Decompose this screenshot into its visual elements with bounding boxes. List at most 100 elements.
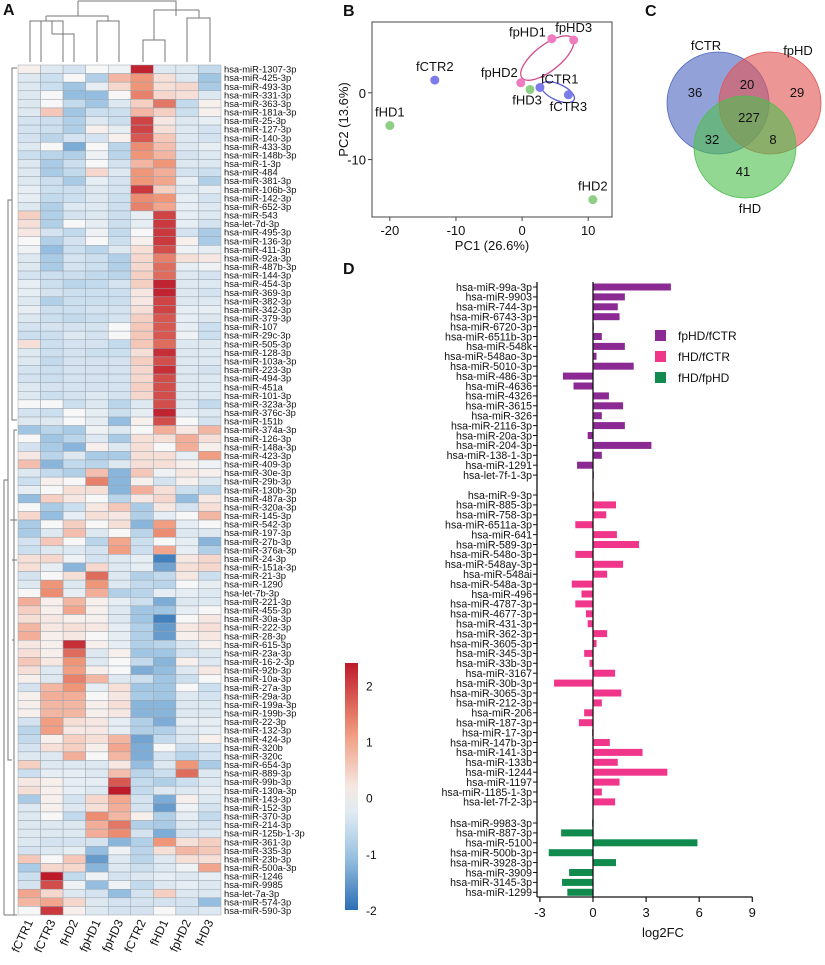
- bar: [593, 839, 698, 847]
- heatmap-cell: [40, 536, 64, 547]
- heatmap-cell: [85, 734, 109, 744]
- heatmap-cell: [17, 725, 41, 735]
- heatmap-cell: [107, 219, 132, 229]
- pca-point-label: fCTR1: [541, 71, 579, 86]
- heatmap-cell: [107, 116, 132, 126]
- heatmap-cell: [62, 159, 86, 169]
- heatmap-cell: [153, 562, 177, 572]
- heatmap-cell: [85, 768, 109, 778]
- heatmap-cell: [62, 485, 86, 495]
- bar-category-label: hsa-miR-212-3p: [456, 698, 532, 710]
- heatmap-cell: [198, 382, 222, 392]
- heatmap-cell: [17, 73, 41, 83]
- heatmap-cell: [40, 871, 64, 881]
- heatmap-cell: [85, 425, 109, 435]
- heatmap-cell: [62, 571, 86, 581]
- heatmap-cell: [198, 614, 222, 624]
- heatmap-cell: [17, 270, 41, 280]
- heatmap-cell: [175, 777, 199, 787]
- heatmap-cell: [198, 897, 222, 907]
- bar: [575, 521, 593, 529]
- heatmap-cell: [85, 227, 109, 237]
- heatmap-cell: [62, 854, 86, 864]
- heatmap-cell: [107, 305, 132, 315]
- bar: [593, 313, 620, 321]
- heatmap-cell: [153, 476, 177, 486]
- colorbar-tick-label: 2: [366, 679, 373, 693]
- heatmap-cell: [62, 579, 86, 589]
- heatmap-cell: [17, 880, 41, 890]
- row-label: hsa-miR-29a-3p: [224, 690, 291, 701]
- bar: [578, 719, 593, 727]
- heatmap-cell: [153, 708, 177, 718]
- heatmap-cell: [85, 743, 109, 753]
- row-label: hsa-miR-543: [224, 210, 278, 221]
- heatmap-cell: [85, 476, 109, 486]
- heatmap-cell: [130, 648, 154, 658]
- heatmap-cell: [107, 597, 132, 607]
- heatmap-cell: [17, 356, 41, 366]
- heatmap-cell: [107, 880, 132, 890]
- row-label: hsa-miR-1307-3p: [224, 64, 296, 75]
- heatmap-cell: [130, 657, 154, 667]
- heatmap-cell: [198, 313, 222, 323]
- heatmap-cell: [130, 262, 154, 272]
- row-label: hsa-miR-320b: [224, 742, 283, 753]
- heatmap-cell: [40, 339, 64, 349]
- bar: [593, 689, 622, 697]
- heatmap-cell: [130, 888, 154, 899]
- heatmap-cell: [107, 296, 132, 306]
- heatmap-cell: [107, 751, 132, 761]
- heatmap-cell: [107, 468, 132, 478]
- heatmap-cell: [40, 691, 64, 701]
- heatmap-cell: [153, 279, 177, 289]
- bar: [593, 412, 602, 420]
- x-axis-title: log2FC: [642, 925, 684, 940]
- heatmap-cell: [107, 176, 132, 186]
- heatmap-cell: [198, 597, 222, 607]
- heatmap-cell: [107, 167, 132, 177]
- heatmap-cell: [40, 614, 64, 624]
- bar-category-label: hsa-miR-548k: [466, 341, 533, 353]
- bar: [593, 342, 625, 350]
- heatmap-cell: [198, 502, 222, 512]
- heatmap-cell: [130, 382, 154, 392]
- heatmap-cell: [107, 502, 132, 512]
- heatmap-cell: [153, 751, 177, 761]
- bar-category-label: hsa-miR-6743-3p: [450, 312, 532, 324]
- heatmap-cell: [130, 579, 154, 589]
- heatmap-cell: [130, 356, 154, 366]
- heatmap-cell: [40, 253, 64, 263]
- bar: [593, 541, 640, 548]
- column-label: fHD1: [147, 917, 171, 948]
- heatmap-cell: [153, 142, 177, 152]
- row-label: hsa-miR-222-3p: [224, 622, 291, 633]
- heatmap-cell: [17, 442, 41, 452]
- heatmap-cell: [40, 348, 64, 358]
- heatmap-cell: [17, 846, 41, 856]
- heatmap-cell: [107, 391, 132, 401]
- column-label: fCTR3: [31, 917, 58, 955]
- row-label: hsa-miR-379-3p: [224, 313, 291, 324]
- heatmap-cell: [175, 837, 199, 847]
- heatmap-cell: [62, 184, 86, 195]
- heatmap-cell: [85, 640, 109, 650]
- heatmap-cell: [130, 81, 154, 92]
- heatmap-cell: [17, 519, 41, 529]
- panel-label-a: A: [3, 2, 15, 19]
- heatmap-cell: [62, 837, 86, 847]
- heatmap-cell: [85, 545, 109, 555]
- heatmap-cell: [153, 579, 177, 589]
- heatmap-cell: [130, 287, 154, 298]
- heatmap-cell: [17, 296, 41, 306]
- heatmap-cell: [62, 554, 86, 564]
- heatmap-cell: [17, 219, 41, 229]
- heatmap-cell: [40, 270, 64, 280]
- heatmap-cell: [153, 219, 177, 229]
- x-tick-label: 3: [642, 905, 649, 920]
- heatmap-cell: [85, 219, 109, 229]
- heatmap-cell: [153, 494, 177, 504]
- heatmap-cell: [153, 631, 177, 641]
- heatmap-cell: [17, 622, 41, 632]
- row-label: hsa-miR-433-3p: [224, 141, 291, 152]
